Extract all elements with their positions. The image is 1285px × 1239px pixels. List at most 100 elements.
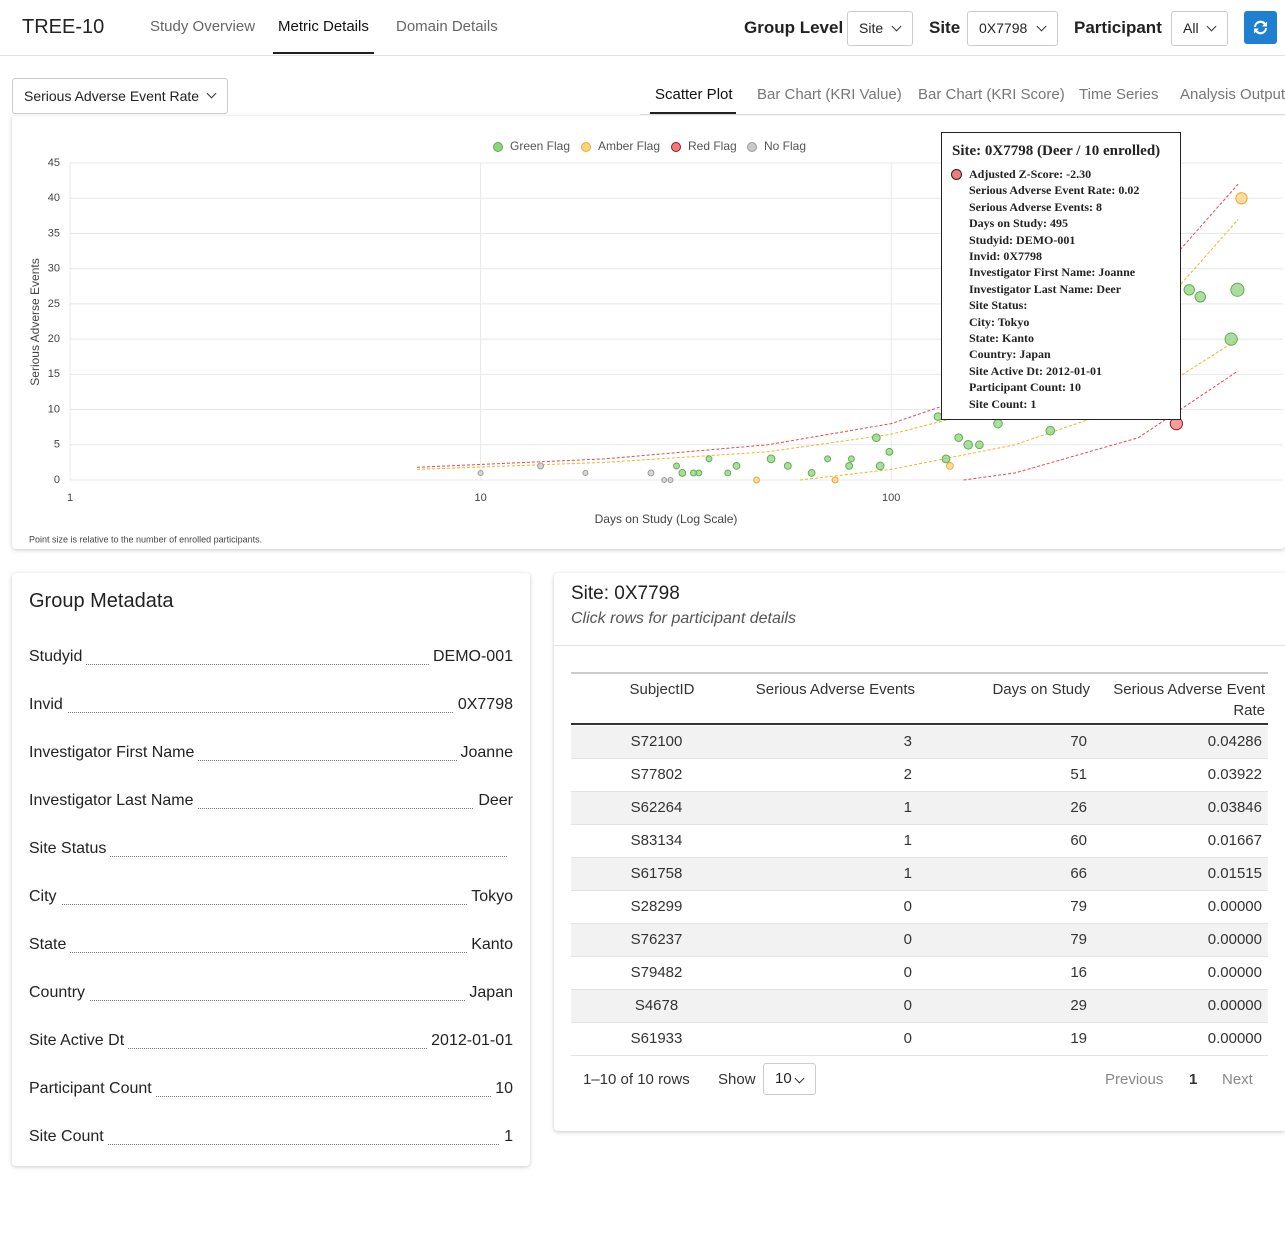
nav-tab[interactable]: Study Overview [150, 18, 256, 35]
refresh-button[interactable] [1244, 11, 1277, 44]
table-subtitle: Click rows for participant details [571, 610, 796, 627]
table-row[interactable]: S4678 0 29 0.00000 [571, 990, 1268, 1023]
table-row[interactable]: S61758 1 66 0.01515 [571, 858, 1268, 891]
table-row[interactable]: S83134 1 60 0.01667 [571, 825, 1268, 858]
table-row[interactable]: S28299 0 79 0.00000 [571, 891, 1268, 924]
table-cell: 0.04286 [1207, 733, 1262, 750]
leader-dots [29, 712, 507, 713]
table-row[interactable]: S61933 0 19 0.00000 [571, 1023, 1268, 1056]
tooltip-line: City: Tokyo [969, 314, 1030, 329]
participant-select[interactable]: All [1171, 11, 1228, 46]
leader-dots [29, 1144, 507, 1145]
y-tick-label: 35 [48, 227, 60, 239]
leader-dots [29, 664, 507, 665]
leader-dots [29, 1000, 507, 1001]
table-cell: 79 [1070, 931, 1087, 948]
table-cell: 0.03922 [1207, 766, 1262, 783]
tooltip-line: Site Status: [969, 298, 1028, 313]
table-cell: 0.00000 [1207, 964, 1262, 981]
metadata-card: Group Metadata Studyid DEMO-001 Invid 0X779… [12, 573, 530, 1166]
metadata-row: Site Status [29, 840, 513, 862]
table-row[interactable]: S62264 1 26 0.03846 [571, 792, 1268, 825]
metadata-row: Country Japan [29, 984, 513, 1006]
point [705, 455, 713, 463]
control-label: Participant [1074, 18, 1162, 37]
tooltip-line: Days on Study: 495 [969, 216, 1069, 231]
view-tab[interactable]: Analysis Output [1180, 86, 1285, 103]
table-row[interactable]: S72100 3 70 0.04286 [571, 726, 1268, 759]
table-cell: 0.00000 [1207, 931, 1262, 948]
table-cell: 0 [903, 964, 912, 981]
point [647, 469, 655, 477]
metadata-value: DEMO-001 [428, 648, 513, 666]
y-axis-label: Serious Adverse Events [28, 258, 42, 385]
metadata-value: 10 [491, 1080, 513, 1098]
tooltip-line: Invid: 0X7798 [969, 249, 1043, 264]
nav-tab[interactable]: Metric Details [278, 18, 369, 35]
view-tab[interactable]: Bar Chart (KRI Score) [918, 86, 1065, 103]
table-cell: 0.00000 [1207, 997, 1262, 1014]
table-cell: 16 [1070, 964, 1087, 981]
metadata-value: 1 [500, 1128, 513, 1146]
site-select[interactable]: 0X7798 [967, 11, 1058, 46]
column-header: Serious Adverse Event Rate [1113, 681, 1265, 719]
page-size-select[interactable]: 10 [763, 1063, 816, 1095]
top-bar: TREE-10 Study Overview Metric Details Do… [0, 0, 1285, 56]
point [1224, 332, 1238, 346]
previous-button[interactable]: Previous [1105, 1071, 1164, 1088]
point [875, 461, 885, 471]
leader-dots [29, 1096, 507, 1097]
tooltip-line: Studyid: DEMO-001 [969, 232, 1076, 247]
page-number[interactable]: 1 [1189, 1071, 1198, 1088]
metadata-row: City Tokyo [29, 888, 513, 910]
group-level-select[interactable]: Site [847, 11, 913, 46]
tooltip-line: Investigator Last Name: Deer [969, 281, 1122, 296]
y-tick-label: 5 [54, 439, 60, 451]
view-tab[interactable]: Scatter Plot [655, 86, 733, 103]
metric-select[interactable]: Serious Adverse Event Rate [12, 78, 228, 114]
metadata-row: Site Active Dt 2012-01-01 [29, 1032, 513, 1054]
point [724, 469, 732, 477]
point [831, 476, 839, 484]
table-cell: S77802 [630, 766, 683, 783]
metadata-label: Country [29, 984, 90, 1002]
control-label: Site [929, 18, 961, 37]
leader-dots [29, 808, 507, 809]
tooltip-line: Participant Count: 10 [969, 380, 1081, 395]
tooltip-line: Investigator First Name: Joanne [969, 265, 1136, 280]
table-cell: 3 [903, 733, 912, 750]
table-cell: 51 [1070, 766, 1087, 783]
table-row[interactable]: S79482 0 16 0.00000 [571, 957, 1268, 990]
y-tick-label: 15 [48, 368, 60, 380]
point [732, 462, 741, 470]
point [847, 455, 855, 463]
header-top-border [571, 672, 1268, 674]
view-tab[interactable]: Time Series [1079, 86, 1159, 103]
metadata-label: Studyid [29, 648, 87, 666]
point [766, 454, 776, 464]
point [871, 433, 881, 443]
table-cell: 2 [903, 766, 912, 783]
table-cell: S76237 [630, 931, 683, 948]
table-row[interactable]: S77802 2 51 0.03922 [571, 759, 1268, 792]
tooltip-line: Serious Adverse Event Rate: 0.02 [969, 183, 1140, 198]
y-tick-label: 10 [48, 403, 60, 415]
scatter-chart: 0 5 10 15 20 25 30 35 40 45 1 10 100 Days on Study (L… [28, 139, 1283, 544]
nav-tab[interactable]: Domain Details [396, 18, 498, 35]
point [885, 447, 894, 456]
leader-dots [29, 1048, 507, 1049]
point [824, 455, 832, 463]
y-tick-label: 30 [48, 263, 60, 275]
active-tab-underline [273, 52, 374, 54]
x-tick-label: 1 [67, 492, 73, 504]
point [954, 433, 964, 443]
view-tab[interactable]: Bar Chart (KRI Value) [757, 86, 902, 103]
point [477, 469, 484, 476]
table-row[interactable]: S76237 0 79 0.00000 [571, 924, 1268, 957]
next-button[interactable]: Next [1222, 1071, 1253, 1088]
metadata-row: Investigator First Name Joanne [29, 744, 513, 766]
legend-marker [581, 142, 591, 152]
table-cell: 19 [1070, 1030, 1087, 1047]
point [807, 469, 816, 477]
